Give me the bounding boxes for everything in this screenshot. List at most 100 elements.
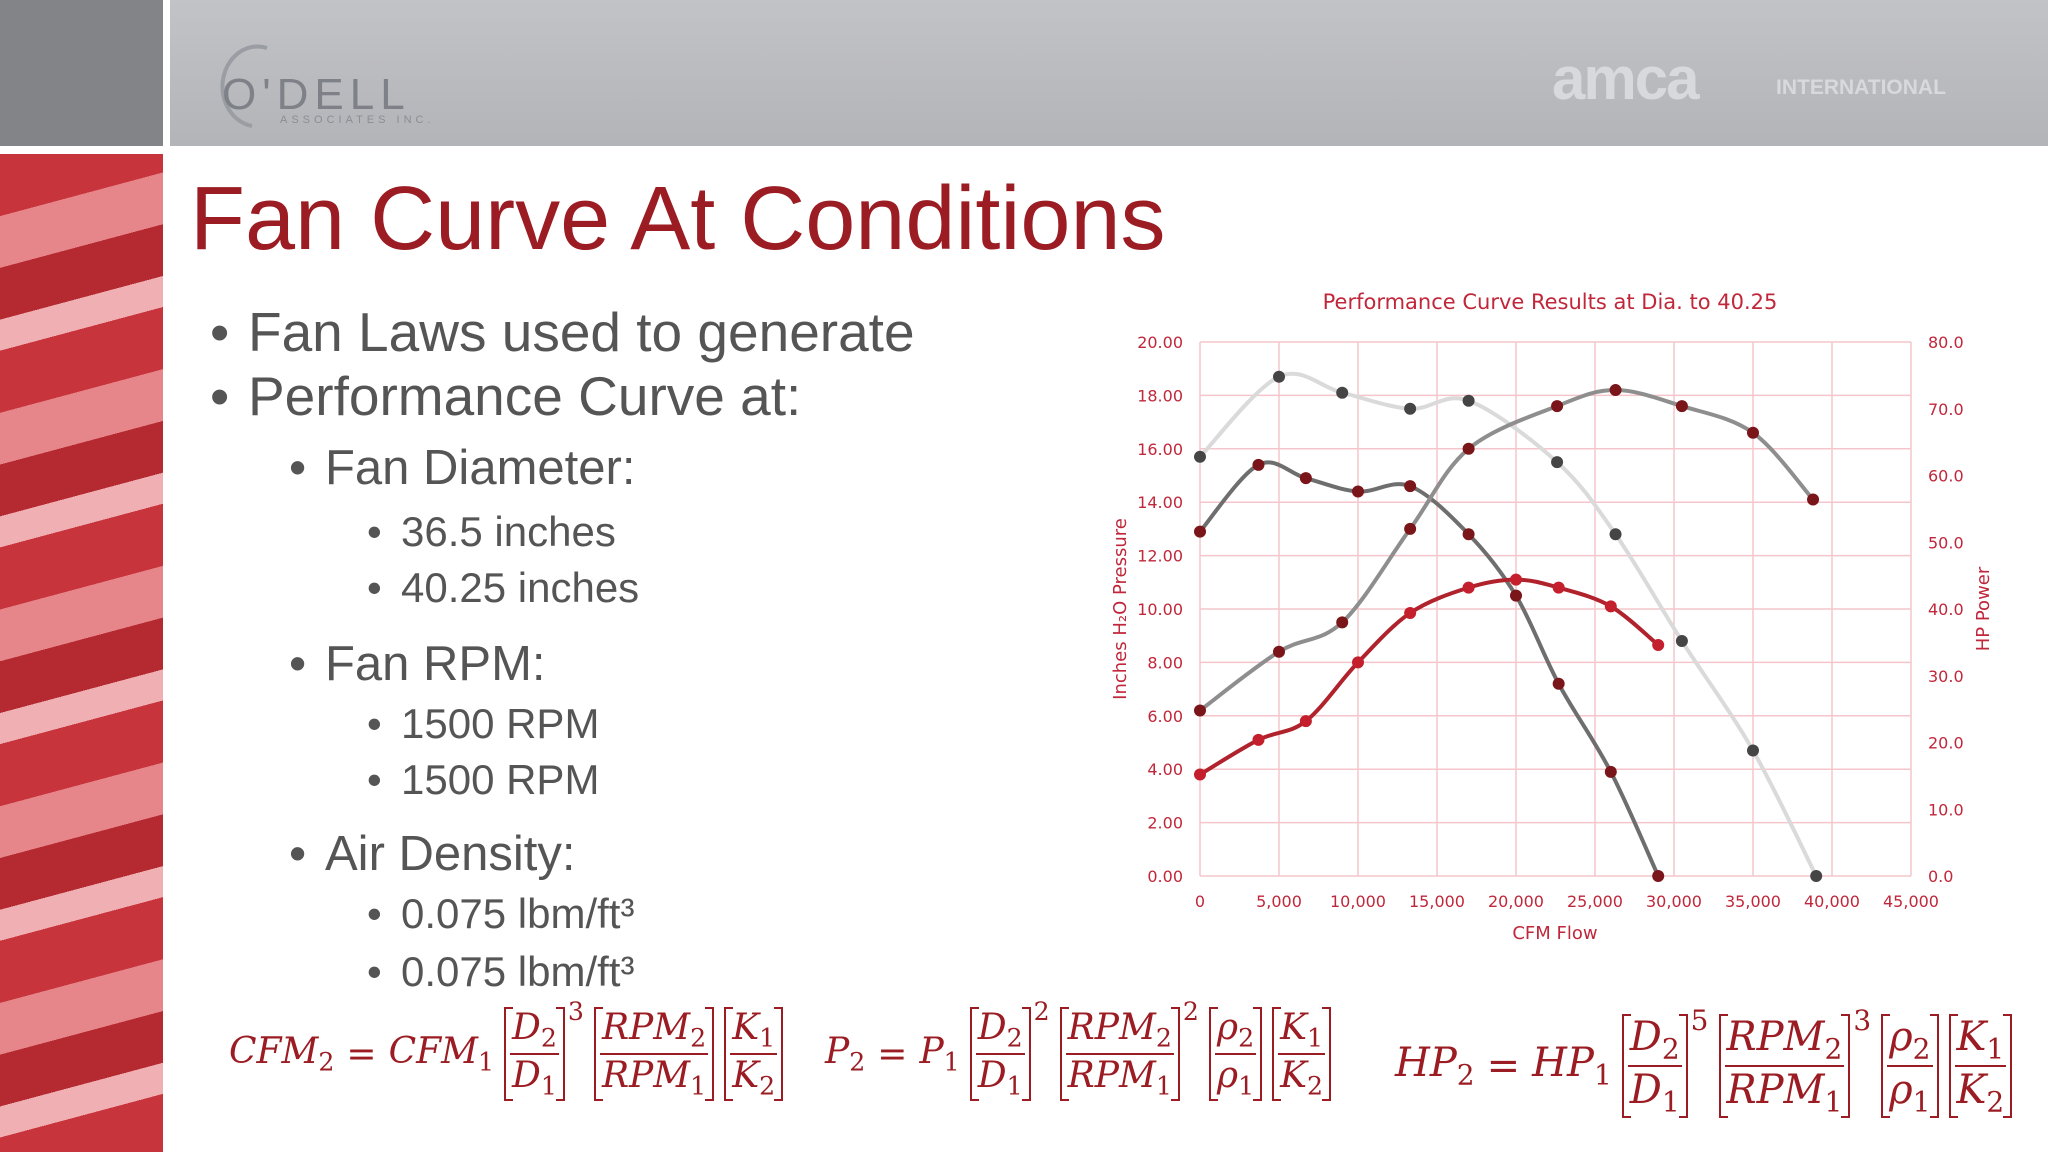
formula-sub: 1 — [1307, 1024, 1324, 1053]
exponent: 5 — [1690, 1003, 1709, 1037]
bracket: K1 K2 — [1948, 1013, 2013, 1119]
bracket-right — [1021, 1007, 1031, 1101]
data-point — [1810, 870, 1823, 882]
formula-var: HP — [1395, 1040, 1457, 1087]
denominator: K2 — [730, 1055, 777, 1101]
bracket-right — [1170, 1007, 1180, 1101]
formula-eq: = — [1486, 1043, 1521, 1089]
data-point — [1807, 493, 1820, 506]
formula-sub: 1 — [690, 1071, 707, 1101]
bracket-right — [1678, 1013, 1688, 1119]
formula-sub: 2 — [759, 1071, 776, 1101]
formula-var: K — [1956, 1013, 1987, 1060]
data-point — [1194, 525, 1206, 538]
formula-factor: RPM2 RPM1 3 — [1718, 1004, 1871, 1119]
slide-title: Fan Curve At Conditions — [190, 169, 1166, 269]
data-point — [1609, 528, 1622, 541]
bracket: RPM2 RPM1 — [593, 1007, 715, 1101]
data-point — [1551, 456, 1564, 469]
y-tick-label: 4.00 — [1147, 760, 1183, 779]
y-tick-label: 8.00 — [1147, 653, 1183, 672]
bracket: D2 D1 — [1621, 1013, 1688, 1119]
data-point — [1404, 402, 1417, 415]
y2-tick-label: 70.0 — [1928, 400, 1964, 419]
y-axis-label: Inches H₂O Pressure — [1110, 518, 1131, 700]
y-tick-label: 18.00 — [1137, 386, 1183, 405]
data-point — [1404, 480, 1417, 493]
denominator: RPM1 — [1066, 1055, 1174, 1101]
formula-sub: 2 — [540, 1024, 557, 1053]
data-point — [1273, 370, 1285, 383]
formula-var: D — [512, 1007, 541, 1049]
bracket: D2 D1 — [504, 1007, 565, 1101]
y-tick-label: 10.00 — [1137, 600, 1183, 619]
bracket-right — [774, 1007, 784, 1101]
formula: CFM2 = CFM1 D2 D1 3 RPM2 RPM1 K1 K2 — [229, 997, 784, 1104]
y-tick-label: 6.00 — [1147, 707, 1183, 726]
formula-factor: D2 D1 2 — [969, 997, 1050, 1101]
bullet: Fan RPM: — [289, 636, 545, 692]
formula-sub: 2 — [1824, 1032, 1843, 1065]
data-point — [1462, 442, 1475, 455]
bracket: ρ2 ρ 1 — [1208, 1007, 1263, 1101]
formula-sub: 2 — [1912, 1032, 1931, 1065]
data-point — [1273, 645, 1285, 658]
formula-var: ρ — [1889, 1067, 1913, 1113]
data-point — [1336, 616, 1349, 629]
data-point — [1510, 589, 1522, 602]
data-point — [1404, 607, 1417, 620]
y-tick-label: 0.00 — [1147, 867, 1183, 886]
formula-factor: K1 K2 — [1948, 1013, 2013, 1119]
bullet: 0.075 lbm/ft³ — [367, 948, 635, 996]
bracket: RPM2 RPM1 — [1059, 1007, 1180, 1101]
formula-var: ρ — [1889, 1013, 1913, 1060]
data-point — [1675, 635, 1688, 648]
formula-rhs: CFM1 — [389, 1031, 494, 1077]
formula-lhs: P2 — [825, 1031, 865, 1077]
data-point — [1552, 677, 1565, 690]
formula-sub: 1 — [1986, 1032, 2005, 1065]
x-axis-label: CFM Flow — [1512, 923, 1597, 944]
bracket-left — [1718, 1013, 1728, 1119]
formula-sub: 1 — [1238, 1071, 1255, 1101]
data-point — [1194, 704, 1206, 717]
data-point — [1404, 522, 1417, 535]
y2-tick-label: 40.0 — [1928, 600, 1964, 619]
formula-var: P — [919, 1031, 944, 1073]
bracket-right — [1929, 1013, 1939, 1119]
formula-var: P — [825, 1031, 850, 1073]
data-point — [1510, 573, 1522, 586]
formula-var: D — [512, 1055, 541, 1096]
data-point — [1462, 528, 1475, 541]
formula-factor: D2 D1 5 — [1621, 1004, 1709, 1119]
bullet: Fan Laws used to generate — [210, 300, 915, 364]
x-tick-label: 20,000 — [1488, 892, 1544, 911]
formula-sub: 1 — [540, 1071, 557, 1101]
numerator: ρ2 — [1214, 1007, 1257, 1055]
y2-axis-label: HP Power — [1973, 566, 1994, 651]
formula-sub: 1 — [943, 1047, 960, 1077]
y2-tick-label: 80.0 — [1928, 333, 1964, 352]
formula-rhs: HP1 — [1532, 1040, 1612, 1091]
numerator: D2 — [510, 1007, 559, 1055]
bracket-left — [1208, 1007, 1218, 1101]
y-tick-label: 2.00 — [1147, 814, 1183, 833]
bracket: ρ2 ρ1 — [1881, 1013, 1939, 1119]
data-point — [1652, 870, 1665, 882]
bracket-left — [1272, 1007, 1282, 1101]
series-line — [1198, 388, 1815, 713]
bullet: 1500 RPM — [367, 756, 600, 804]
formula-factor: ρ2 ρ 1 — [1208, 1007, 1263, 1101]
data-point — [1352, 485, 1364, 498]
formula-var: ρ — [1216, 1007, 1239, 1049]
bullet: Air Density: — [289, 826, 575, 882]
formula-var: RPM — [1726, 1013, 1825, 1060]
formula: HP2 = HP1 D2 D1 5 RPM2 RPM1 3 ρ2 ρ1 K1 K2 — [1395, 1004, 2013, 1119]
denominator: RPM1 — [1725, 1067, 1845, 1118]
formula-lhs: CFM2 — [229, 1031, 334, 1077]
formula-var: D — [1629, 1013, 1662, 1060]
formula-sub: 1 — [1912, 1085, 1931, 1119]
formula-eq: = — [877, 1033, 908, 1075]
